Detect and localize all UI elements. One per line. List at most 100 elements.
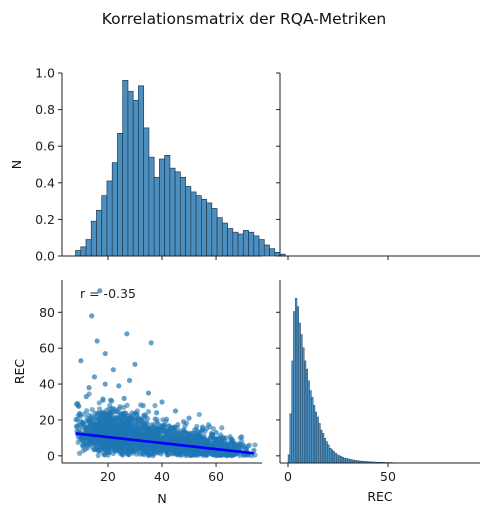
scatter-panel-n-rec: 0 20 40 60 80 20 40 60 r = -0.35 N REC <box>12 280 262 506</box>
correlation-annotation: r = -0.35 <box>80 286 136 301</box>
y-axis-label: N <box>9 160 24 169</box>
y-tick-label: 0.4 <box>35 175 55 190</box>
scatter-point <box>79 437 85 444</box>
histogram-bar <box>318 423 321 464</box>
scatter-point <box>75 402 81 409</box>
scatter-point <box>96 400 102 406</box>
histogram-panel-rec: 0 50 REC <box>276 280 480 504</box>
scatter-point <box>170 432 176 438</box>
scatter-point <box>114 432 121 438</box>
scatter-point <box>142 412 148 418</box>
scatter-point <box>199 424 206 430</box>
histogram-bar <box>296 306 299 464</box>
scatter-point <box>213 429 219 436</box>
histogram-bar <box>311 396 314 464</box>
scatter-point <box>124 402 130 408</box>
histogram-bar <box>159 158 165 257</box>
histogram-bar <box>206 202 213 257</box>
histogram-bar <box>96 209 103 257</box>
scatter-point <box>174 435 180 441</box>
y-tick-label: 20 <box>39 412 55 427</box>
histogram-bar <box>313 405 316 464</box>
scatter-point <box>140 402 146 409</box>
scatter-point <box>97 423 103 429</box>
y-tick-label: 0 <box>47 448 55 463</box>
scatter-point <box>140 434 146 441</box>
scatter-point <box>111 421 117 427</box>
scatter-point <box>252 442 258 448</box>
histogram-bar <box>305 368 308 464</box>
histogram-bar <box>298 322 301 464</box>
scatter-point <box>84 442 90 448</box>
y-axis-label: REC <box>12 359 27 385</box>
scatter-point <box>102 437 108 443</box>
x-tick-label: 0 <box>284 469 292 484</box>
histogram-bar <box>190 191 197 257</box>
histogram-bar <box>195 195 202 257</box>
scatter-point <box>232 441 239 447</box>
histogram-bar <box>334 452 337 464</box>
scatter-point <box>100 397 106 403</box>
scatter-point <box>196 451 202 457</box>
scatter-point <box>121 395 127 402</box>
histogram-bar <box>106 180 113 257</box>
histogram-bar <box>143 127 150 257</box>
scatter-point <box>116 383 122 389</box>
histogram-bar <box>263 244 270 257</box>
scatter-point <box>169 449 176 455</box>
scatter-point <box>134 443 140 449</box>
histogram-bar <box>237 233 244 257</box>
scatter-point <box>73 423 80 430</box>
histogram-bar <box>117 133 124 257</box>
scatter-point <box>220 435 227 441</box>
scatter-point <box>120 432 126 438</box>
scatter-point <box>196 411 202 418</box>
scatter-point <box>80 420 86 426</box>
scatter-point <box>197 436 204 442</box>
scatter-point <box>145 409 152 415</box>
scatter-point <box>216 449 222 455</box>
histogram-bar <box>323 438 326 464</box>
histogram-bar <box>320 429 323 464</box>
histogram-bar <box>304 360 307 464</box>
scatter-point <box>142 444 148 450</box>
scatter-point <box>76 450 83 456</box>
scatter-point <box>98 410 104 416</box>
histogram-bar <box>327 444 330 464</box>
scatter-point <box>155 421 162 427</box>
scatter-point <box>152 403 158 409</box>
scatter-point <box>107 402 113 408</box>
scatter-point <box>87 421 94 427</box>
histogram-bar <box>289 413 292 464</box>
scatter-point <box>102 447 108 453</box>
histogram-bar <box>341 457 344 464</box>
histogram-bar <box>322 433 325 464</box>
scatter-point <box>194 423 200 430</box>
scatter-point <box>155 427 161 433</box>
scatter-point <box>78 413 84 419</box>
scatter-point <box>102 417 108 423</box>
scatter-point <box>246 442 252 448</box>
scatter-point <box>108 397 114 403</box>
histogram-bar <box>153 176 160 257</box>
histogram-bar <box>336 454 339 464</box>
histogram-bar <box>164 155 171 257</box>
scatter-point <box>102 350 108 357</box>
histogram-bar <box>300 334 303 464</box>
empty-panel-upper-right <box>276 72 480 260</box>
scatter-point <box>88 428 94 434</box>
histogram-bar <box>122 79 129 257</box>
scatter-point <box>175 422 181 428</box>
scatter-point <box>190 433 196 439</box>
scatter-point <box>145 452 152 458</box>
scatter-point <box>164 452 170 458</box>
scatter-point <box>192 450 198 457</box>
scatter-point <box>162 435 169 441</box>
scatter-point <box>180 426 187 433</box>
scatter-point <box>84 408 90 414</box>
histogram-bar <box>293 311 296 464</box>
histogram-bar <box>274 251 281 257</box>
histogram-bar <box>331 449 334 464</box>
scatter-point <box>240 442 246 448</box>
